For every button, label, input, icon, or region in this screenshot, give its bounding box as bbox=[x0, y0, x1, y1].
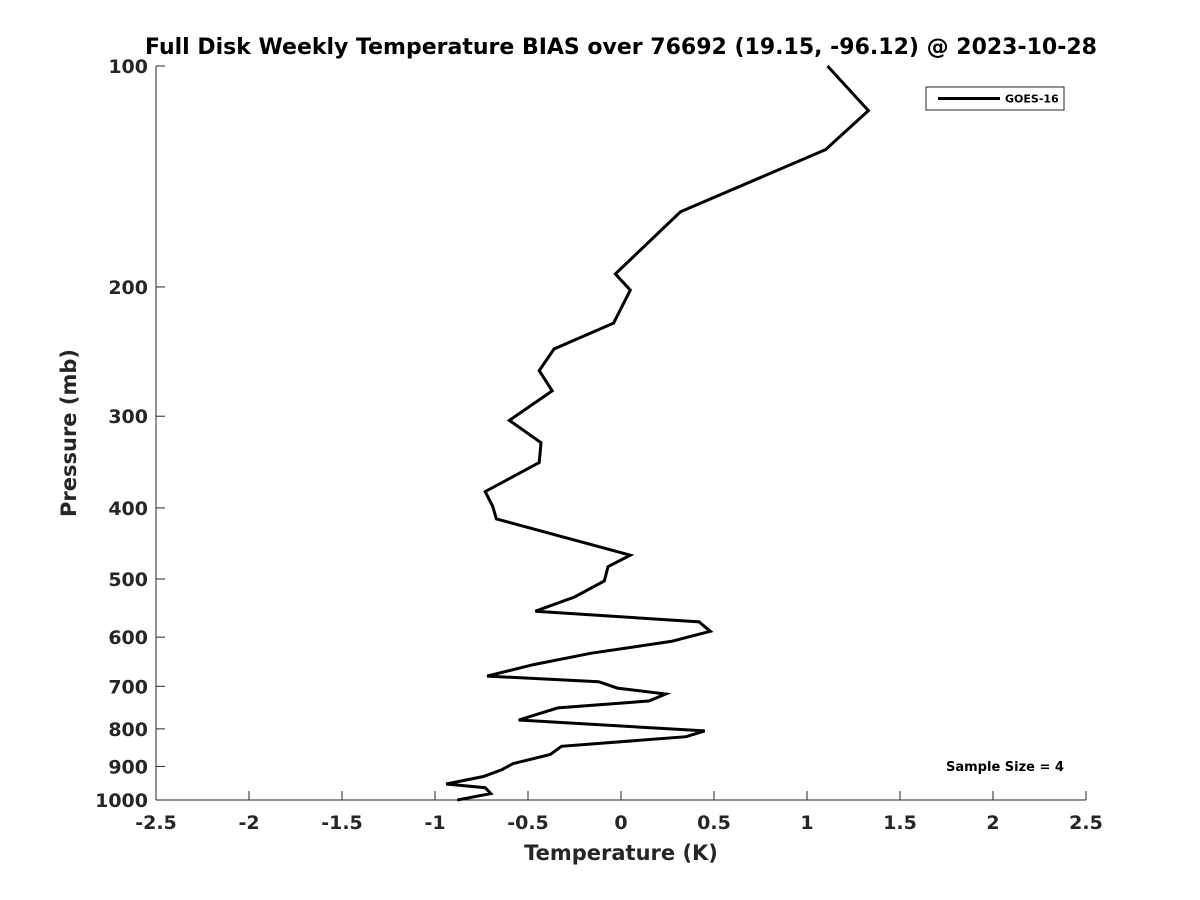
legend-label-goes16: GOES-16 bbox=[1005, 93, 1059, 106]
sample-size-annotation: Sample Size = 4 bbox=[946, 760, 1064, 775]
x-tick-label: -2.5 bbox=[135, 812, 177, 834]
x-tick-label: 1 bbox=[800, 812, 813, 834]
x-tick-label: 2 bbox=[986, 812, 999, 834]
y-tick-label: 400 bbox=[108, 498, 148, 520]
y-tick-label: 800 bbox=[108, 719, 148, 741]
y-tick-label: 200 bbox=[108, 277, 148, 299]
y-tick-label: 900 bbox=[108, 756, 148, 778]
x-axis-label: Temperature (K) bbox=[524, 841, 718, 865]
x-axis-ticks: -2.5 -2 -1.5 -1 -0.5 0 0.5 1 1.5 2 2.5 bbox=[135, 791, 1103, 834]
y-tick-label: 500 bbox=[108, 569, 148, 591]
series-line-goes-16 bbox=[445, 64, 871, 802]
y-axis-label: Pressure (mb) bbox=[57, 349, 81, 517]
chart-title: Full Disk Weekly Temperature BIAS over 7… bbox=[145, 35, 1097, 60]
x-tick-label: -1.5 bbox=[321, 812, 363, 834]
x-tick-label: -1 bbox=[424, 812, 445, 834]
y-tick-label: 1000 bbox=[95, 790, 148, 812]
y-tick-label: 600 bbox=[108, 627, 148, 649]
y-tick-label: 700 bbox=[108, 676, 148, 698]
x-tick-label: -2 bbox=[238, 812, 259, 834]
y-tick-label: 100 bbox=[108, 56, 148, 78]
x-tick-label: 2.5 bbox=[1069, 812, 1103, 834]
x-tick-label: 1.5 bbox=[883, 812, 917, 834]
y-axis-ticks: 100 200 300 400 500 600 700 800 900 1000 bbox=[95, 56, 165, 812]
series-group bbox=[445, 64, 871, 802]
legend: GOES-16 bbox=[925, 86, 1065, 111]
y-tick-label: 300 bbox=[108, 406, 148, 428]
x-tick-label: -0.5 bbox=[507, 812, 549, 834]
x-tick-label: 0 bbox=[614, 812, 627, 834]
x-tick-label: 0.5 bbox=[697, 812, 731, 834]
